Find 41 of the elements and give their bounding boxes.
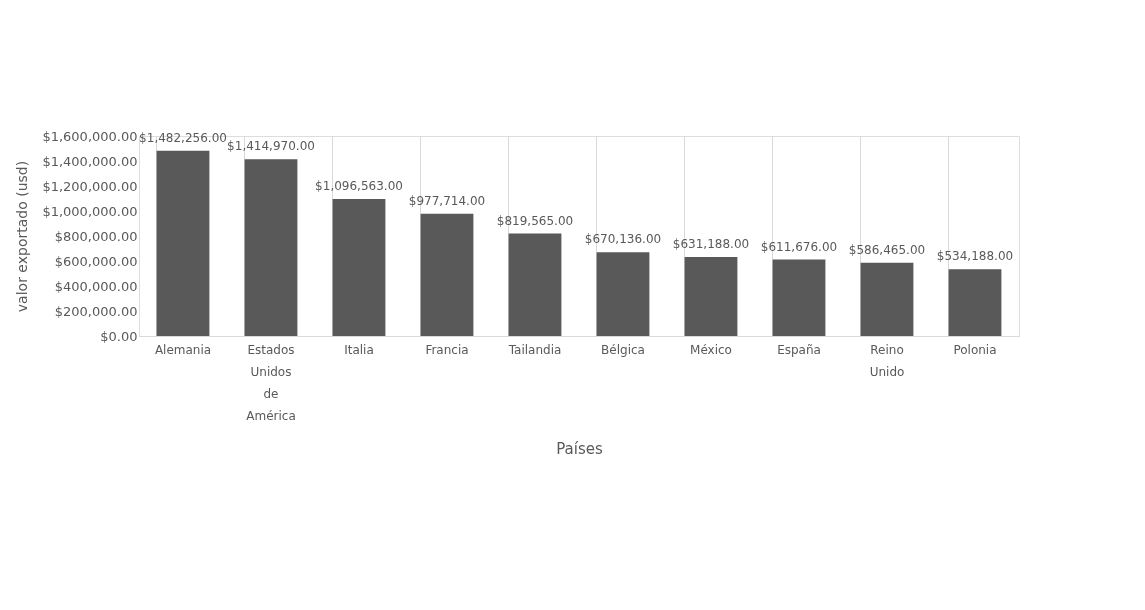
y-tick-label: $400,000.00 xyxy=(54,278,138,294)
y-tick-label: $1,200,000.00 xyxy=(42,178,138,194)
y-tick-label: $200,000.00 xyxy=(54,303,138,319)
x-tick-label: Polonia xyxy=(953,342,997,357)
y-tick-label: $1,400,000.00 xyxy=(42,153,138,169)
bar xyxy=(508,233,562,336)
bar xyxy=(596,252,650,336)
data-label: $1,096,563.00 xyxy=(315,178,403,193)
y-tick-label: $600,000.00 xyxy=(54,253,138,269)
data-label: $819,565.00 xyxy=(496,213,574,228)
bar xyxy=(332,198,386,336)
data-label: $1,482,256.00 xyxy=(139,130,227,145)
x-tick-label: Alemania xyxy=(154,342,212,357)
x-tick-label: España xyxy=(777,342,821,357)
data-label: $670,136.00 xyxy=(584,232,662,247)
bar xyxy=(420,213,474,336)
data-label: $977,714.00 xyxy=(408,193,486,208)
y-tick-label: $800,000.00 xyxy=(54,228,138,244)
y-tick-label: $1,000,000.00 xyxy=(42,203,138,219)
x-tick-label: México xyxy=(690,342,732,357)
x-tick-label: Francia xyxy=(425,342,469,357)
x-tick-label: Estados Unidos de América xyxy=(246,342,296,423)
x-tick-label: Tailandia xyxy=(507,342,562,357)
data-label: $1,414,970.00 xyxy=(227,139,315,154)
data-label: $534,188.00 xyxy=(936,249,1014,264)
y-tick-label: $1,600,000.00 xyxy=(42,128,138,144)
y-tick-label: $0.00 xyxy=(100,328,138,344)
x-tick-label: Italia xyxy=(344,342,374,357)
bar xyxy=(244,159,298,336)
data-label: $586,465.00 xyxy=(848,242,926,257)
x-tick-label: Bélgica xyxy=(601,342,645,357)
x-tick-label: Reino Unido xyxy=(869,342,905,379)
data-label: $611,676.00 xyxy=(760,239,838,254)
bar xyxy=(772,259,826,336)
bar xyxy=(860,262,914,336)
y-axis-title: valor exportado (usd) xyxy=(14,160,31,313)
data-label: $631,188.00 xyxy=(672,237,750,252)
bar xyxy=(948,269,1002,336)
x-axis-title: Países xyxy=(556,439,603,458)
bar xyxy=(684,257,738,336)
bar xyxy=(156,150,210,336)
